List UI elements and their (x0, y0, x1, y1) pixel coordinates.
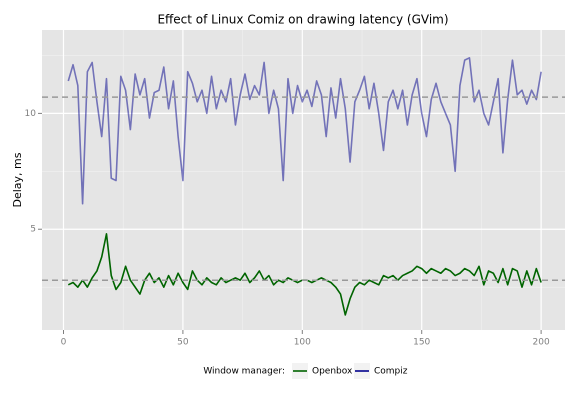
x-tick-label: 200 (533, 338, 550, 348)
legend-label: Compiz (374, 367, 408, 377)
y-tick-label: 10 (25, 109, 37, 119)
legend-title: Window manager: (203, 367, 285, 377)
legend-label: Openbox (312, 367, 353, 377)
x-tick-label: 150 (413, 338, 430, 348)
y-tick-label: 5 (30, 225, 36, 235)
chart-title: Effect of Linux Comiz on drawing latency… (157, 13, 448, 27)
panel (42, 30, 565, 330)
x-tick-label: 50 (177, 338, 189, 348)
y-axis-title: Delay, ms (11, 152, 24, 207)
x-tick-label: 100 (294, 338, 311, 348)
x-tick-label: 0 (61, 338, 67, 348)
data-line (67, 57, 542, 205)
